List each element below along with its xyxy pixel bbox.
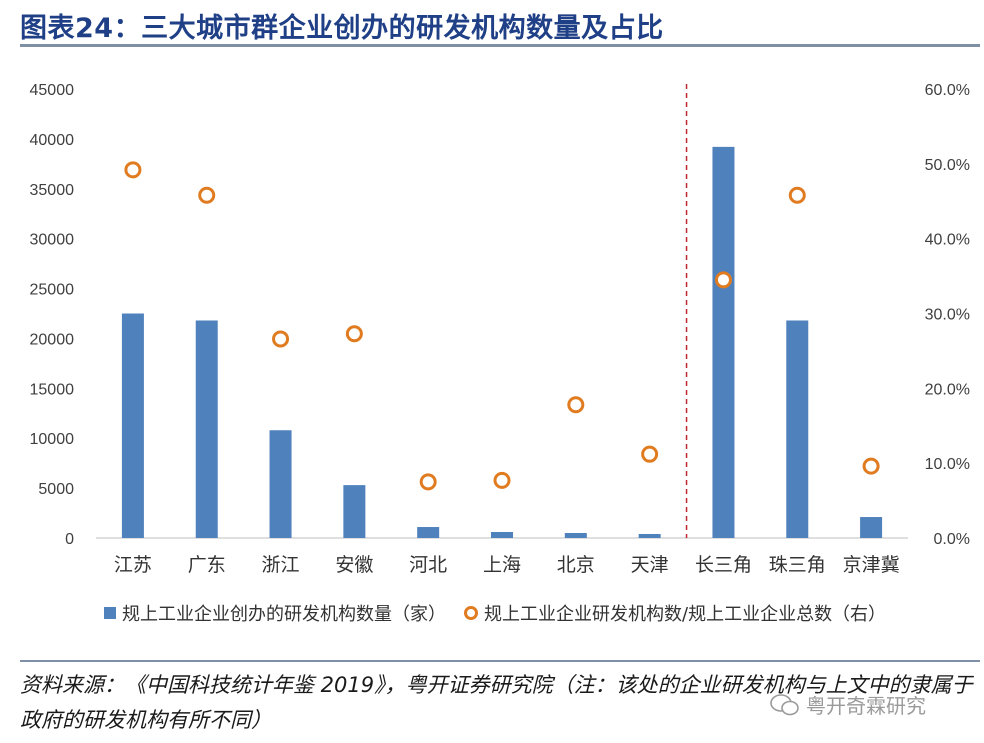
watermark: 粤开奇霖研究 <box>770 690 926 719</box>
ratio-point <box>788 186 806 204</box>
ratio-point <box>124 161 142 179</box>
left-axis-tick: 10000 <box>30 431 75 448</box>
ratio-point <box>862 457 880 475</box>
wechat-icon <box>770 693 799 715</box>
category-label: 江苏 <box>114 554 152 576</box>
bar <box>491 532 513 538</box>
chart-legend: 规上工业企业创办的研发机构数量（家） 规上工业企业研发机构数/规上工业企业总数（… <box>104 600 904 626</box>
right-axis-tick: 60.0% <box>925 82 970 99</box>
bar <box>417 527 440 538</box>
left-axis-tick: 25000 <box>30 282 75 299</box>
legend-dot-swatch <box>464 606 478 620</box>
right-axis-tick: 10.0% <box>925 456 970 473</box>
left-axis-tick: 15000 <box>30 381 75 398</box>
category-label: 京津冀 <box>843 554 900 576</box>
bar <box>712 146 735 539</box>
source-divider <box>20 660 980 662</box>
bar <box>121 313 144 538</box>
legend-item-dot: 规上工业企业研发机构数/规上工业企业总数（右） <box>464 600 886 626</box>
ratio-point <box>419 473 437 491</box>
category-label: 河北 <box>409 554 447 576</box>
bar <box>195 320 218 538</box>
left-axis-tick: 5000 <box>38 481 74 498</box>
right-axis-tick: 40.0% <box>925 232 970 249</box>
bar <box>564 533 587 538</box>
ratio-point <box>641 445 659 463</box>
left-axis-tick: 45000 <box>30 82 75 99</box>
right-axis-tick: 0.0% <box>934 531 970 548</box>
right-axis-tick: 30.0% <box>925 307 970 324</box>
bar <box>343 485 366 538</box>
legend-item-bar: 规上工业企业创办的研发机构数量（家） <box>104 600 446 626</box>
right-axis-tick: 50.0% <box>925 157 970 174</box>
left-axis-tick: 35000 <box>30 182 75 199</box>
legend-dot-label: 规上工业企业研发机构数/规上工业企业总数（右） <box>484 604 887 625</box>
bar <box>638 534 661 538</box>
ratio-point <box>272 330 290 348</box>
category-label: 浙江 <box>262 554 300 576</box>
chart-area: 0 5000 10000 15000 20000 25000 30000 35000 40000… <box>30 82 971 576</box>
category-label: 珠三角 <box>769 554 826 576</box>
chart-title: 图表24：三大城市群企业创办的研发机构数量及占比 <box>20 13 664 44</box>
category-label: 上海 <box>483 554 521 576</box>
source-note: 资料来源：《中国科技统计年鉴 2019》，粤开证券研究院（注：该处的企业研发机构… <box>20 673 973 732</box>
ratio-point <box>714 271 732 289</box>
left-axis-tick: 40000 <box>30 132 75 149</box>
category-label: 广东 <box>188 554 226 576</box>
ratio-point <box>345 325 363 343</box>
title-underline <box>20 44 980 47</box>
category-label: 天津 <box>631 554 669 576</box>
ratio-point <box>567 396 585 414</box>
legend-bar-label: 规上工业企业创办的研发机构数量（家） <box>122 604 446 625</box>
legend-bar-swatch <box>104 607 116 619</box>
watermark-text: 粤开奇霖研究 <box>806 694 926 718</box>
bar <box>269 430 292 538</box>
left-axis-tick: 0 <box>65 531 74 548</box>
category-label: 安徽 <box>335 554 373 576</box>
ratio-point <box>493 471 511 489</box>
category-label: 长三角 <box>695 554 752 576</box>
bar <box>786 320 809 538</box>
left-axis-tick: 30000 <box>30 232 75 249</box>
right-axis-tick: 20.0% <box>925 381 970 398</box>
left-axis-tick: 20000 <box>30 331 75 348</box>
bar <box>860 517 883 538</box>
ratio-point <box>198 186 216 204</box>
category-label: 北京 <box>557 554 595 576</box>
